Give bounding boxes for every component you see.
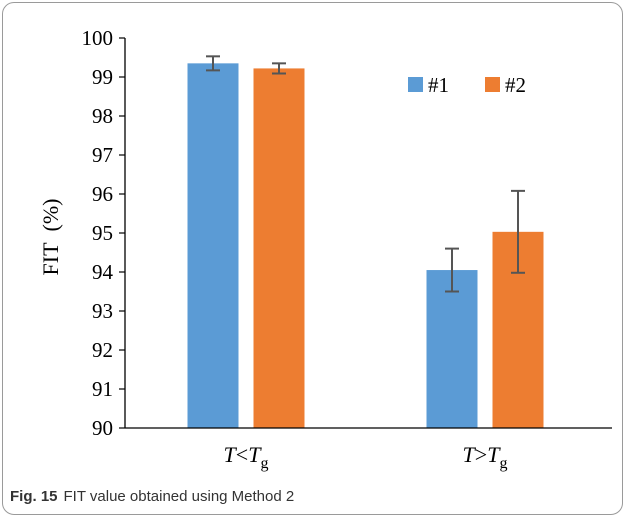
legend-label: #1 [428, 73, 449, 97]
legend-swatch [408, 77, 423, 92]
y-tick-label: 94 [92, 260, 114, 284]
caption-text: FIT value obtained using Method 2 [63, 488, 295, 505]
x-tick-label: T>Tg [463, 442, 508, 472]
legend: #1 #2 [408, 73, 526, 97]
y-tick-label: 90 [92, 416, 113, 440]
y-tick-label: 99 [92, 65, 113, 89]
y-tick-label: 100 [82, 26, 114, 50]
legend-swatch [485, 77, 500, 92]
y-axis-ticks: 90 91 92 93 94 95 96 97 98 99 100 [82, 26, 125, 440]
y-tick-label: 95 [92, 221, 113, 245]
bars [187, 63, 544, 429]
x-tick-label: T<Tg [224, 442, 269, 472]
y-tick-label: 97 [92, 143, 113, 167]
bar-series1-cat1 [187, 63, 239, 428]
figure-label: Fig. 15 [10, 488, 58, 505]
figure-caption: Fig. 15 FIT value obtained using Method 2 [10, 488, 294, 505]
y-tick-label: 96 [92, 182, 113, 206]
legend-label: #2 [505, 73, 526, 97]
bar-series1-cat2 [426, 270, 478, 428]
y-tick-label: 98 [92, 104, 113, 128]
y-tick-label: 92 [92, 338, 113, 362]
y-tick-label: 93 [92, 299, 113, 323]
error-bars [206, 55, 525, 293]
x-axis-tick-labels: T<Tg T>Tg [224, 442, 508, 472]
y-tick-label: 91 [92, 377, 113, 401]
bar-series2-cat1 [253, 68, 305, 429]
y-axis-label: FIT (%) [38, 199, 63, 276]
